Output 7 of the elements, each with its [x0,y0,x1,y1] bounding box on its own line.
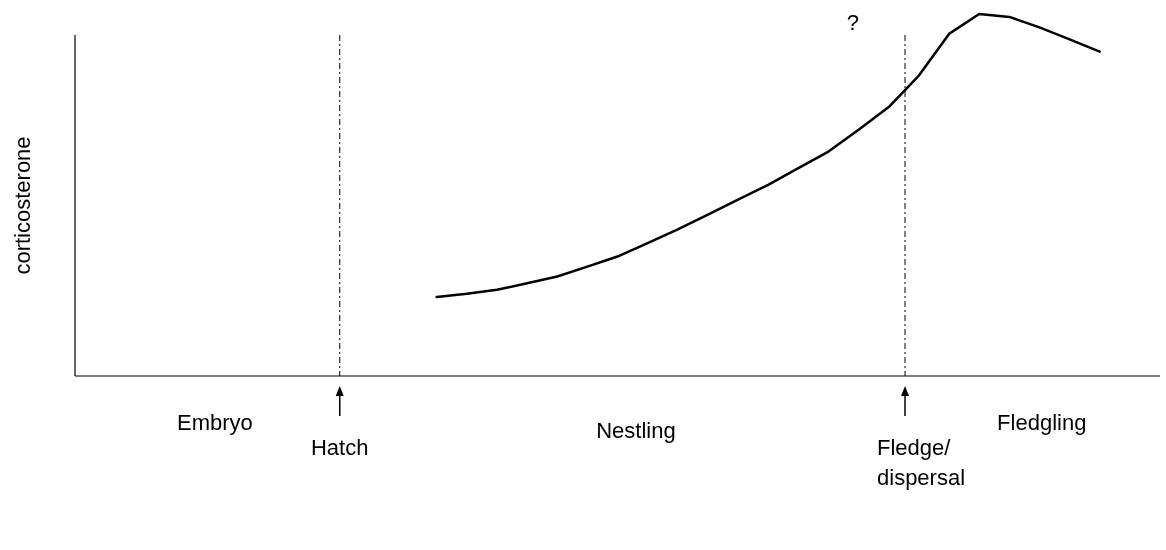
text: Fledgling [997,410,1087,435]
text: Nestling [596,418,676,443]
text: Fledge/dispersal [877,435,966,490]
annotation: ? [846,10,860,35]
text: Hatch [311,435,369,460]
text: Embryo [177,410,253,435]
y-axis-title: corticosterone [10,136,35,275]
